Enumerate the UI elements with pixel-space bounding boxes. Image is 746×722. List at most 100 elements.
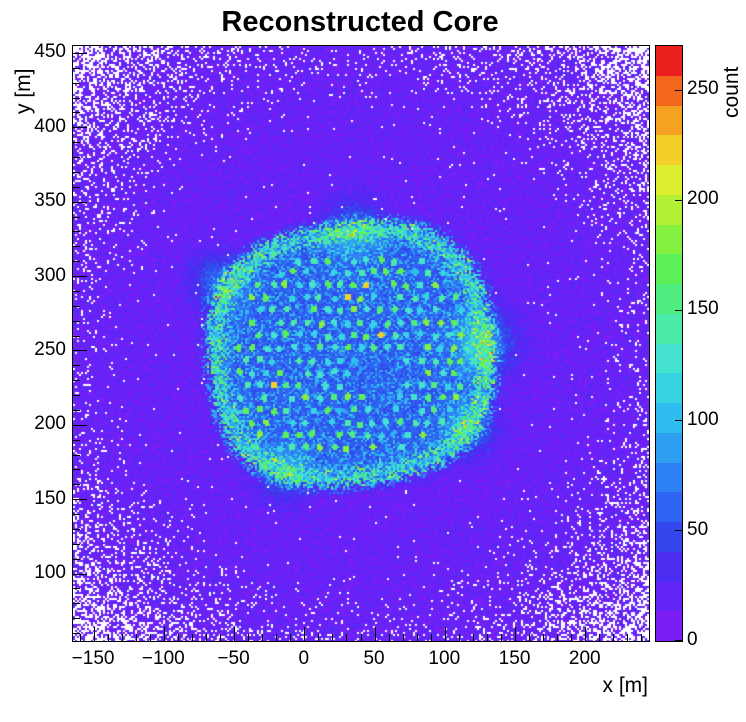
y-minor-tick	[73, 67, 80, 69]
colorbar-tick-label: 200	[687, 188, 719, 210]
x-minor-tick	[486, 634, 488, 641]
x-minor-tick	[627, 634, 629, 641]
x-minor-tick	[220, 634, 221, 641]
y-major-tick	[73, 350, 87, 352]
y-minor-tick	[73, 305, 80, 307]
x-minor-tick	[571, 634, 573, 641]
y-minor-tick	[73, 588, 80, 590]
colorbar-tick-label: 0	[687, 629, 698, 650]
x-minor-tick	[332, 634, 334, 641]
y-tick-label: 150	[34, 487, 66, 509]
x-minor-tick	[177, 634, 179, 641]
y-axis-title: y [m]	[12, 68, 35, 115]
x-major-tick	[234, 627, 236, 641]
x-tick-label: 100	[428, 648, 461, 669]
y-minor-tick	[73, 246, 80, 248]
x-minor-tick	[191, 634, 193, 641]
x-minor-tick	[641, 634, 643, 641]
colorbar-band	[656, 135, 682, 165]
colorbar-band	[656, 165, 682, 195]
y-major-tick	[73, 499, 87, 501]
colorbar-band	[656, 432, 682, 463]
colorbar-band	[656, 254, 682, 284]
y-minor-tick	[73, 633, 80, 635]
x-minor-tick	[318, 634, 320, 641]
colorbar-tick	[675, 420, 682, 422]
colorbar-band	[656, 373, 682, 403]
colorbar-band	[656, 462, 682, 493]
x-major-tick	[163, 627, 165, 641]
y-tick-label: 200	[34, 413, 66, 435]
y-minor-tick	[73, 380, 80, 382]
y-minor-tick	[73, 82, 80, 84]
x-tick-label: 50	[363, 648, 385, 669]
colorbar-band	[656, 492, 682, 522]
heatmap-canvas	[73, 46, 649, 641]
x-minor-tick	[360, 634, 362, 641]
colorbar-band	[656, 105, 682, 136]
y-major-tick	[73, 201, 87, 203]
y-minor-tick	[73, 112, 80, 114]
y-minor-tick	[73, 484, 80, 486]
y-minor-tick	[73, 365, 80, 367]
x-minor-tick	[458, 634, 460, 641]
y-minor-tick	[73, 543, 80, 545]
x-tick-label: −50	[217, 648, 250, 669]
y-minor-tick	[73, 409, 80, 411]
x-major-tick	[515, 627, 517, 641]
colorbar-band	[656, 75, 682, 106]
x-minor-tick	[262, 634, 264, 641]
colorbar-band	[656, 611, 682, 641]
x-minor-tick	[276, 634, 278, 641]
x-major-tick	[374, 627, 376, 641]
y-minor-tick	[73, 454, 80, 456]
y-minor-tick	[73, 142, 80, 144]
x-minor-tick	[529, 634, 531, 641]
x-minor-tick	[543, 634, 545, 641]
x-tick-label: 0	[298, 648, 310, 669]
y-minor-tick	[73, 231, 80, 233]
x-minor-tick	[500, 634, 502, 641]
colorbar-band	[656, 403, 682, 433]
x-tick-label: 200	[568, 648, 601, 669]
colorbar-band	[656, 551, 682, 582]
y-minor-tick	[73, 290, 80, 292]
y-major-tick	[73, 52, 87, 54]
y-major-tick	[73, 127, 87, 129]
y-minor-tick	[73, 558, 80, 560]
x-minor-tick	[149, 634, 151, 641]
y-minor-tick	[73, 618, 80, 620]
x-minor-tick	[472, 634, 474, 641]
x-minor-tick	[121, 634, 123, 641]
colorbar-tick	[675, 639, 682, 641]
y-minor-tick	[73, 186, 80, 188]
colorbar-band	[656, 343, 682, 374]
y-minor-tick	[73, 469, 80, 471]
colorbar-tick-label: 150	[687, 298, 719, 320]
x-minor-tick	[416, 634, 418, 641]
y-major-tick	[73, 573, 87, 575]
colorbar-band	[656, 46, 682, 76]
colorbar-band	[656, 224, 682, 255]
x-tick-label: 150	[498, 648, 531, 669]
colorbar-tick	[675, 199, 682, 201]
colorbar-tick	[675, 89, 682, 91]
y-major-tick	[73, 424, 87, 426]
y-tick-label: 250	[34, 338, 66, 360]
y-minor-tick	[73, 171, 80, 173]
y-minor-tick	[73, 514, 80, 516]
y-minor-tick	[73, 157, 80, 159]
colorbar-band	[656, 194, 682, 225]
x-minor-tick	[599, 634, 601, 641]
x-minor-tick	[557, 634, 559, 641]
y-tick-label: 300	[34, 264, 66, 286]
x-minor-tick	[613, 634, 615, 641]
x-minor-tick	[402, 634, 404, 641]
x-minor-tick	[430, 634, 432, 641]
y-tick-label: 100	[34, 562, 66, 584]
y-tick-label: 400	[34, 115, 66, 137]
x-minor-tick	[290, 634, 292, 641]
plot-frame	[72, 45, 650, 642]
colorbar-band	[656, 284, 682, 314]
x-major-tick	[444, 627, 446, 641]
